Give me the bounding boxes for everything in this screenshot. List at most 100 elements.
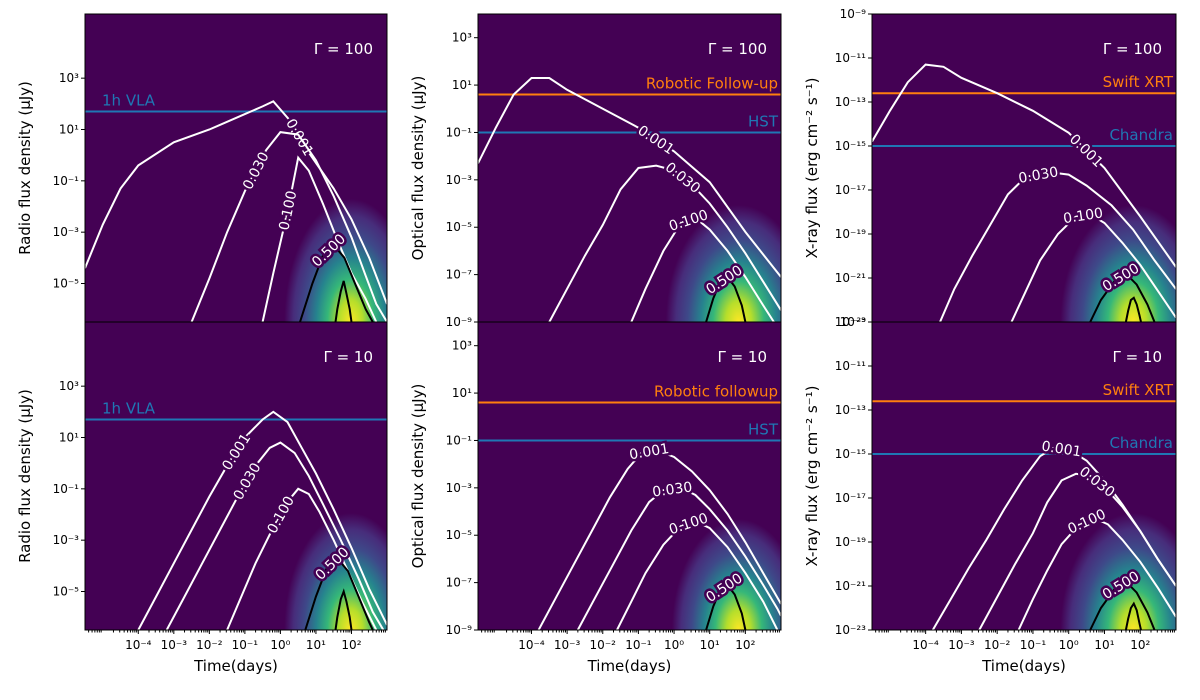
- limit-label-1: HST: [748, 420, 779, 438]
- contour-line-3: [1089, 580, 1156, 630]
- x-tick-label-2: 10⁻²: [590, 638, 617, 652]
- x-axis-label: Time(days): [193, 657, 278, 675]
- x-tick-label-4: 10⁰: [270, 638, 290, 652]
- y-tick-label-7: 10⁻⁹: [840, 315, 867, 329]
- contour-line-0: [478, 77, 781, 278]
- y-tick-label-0: 10⁻⁵: [53, 585, 80, 599]
- x-tick-label-3: 10⁻¹: [1020, 638, 1047, 652]
- y-tick-label-1: 10⁻²¹: [835, 579, 866, 593]
- y-tick-label-3: 10¹: [59, 123, 79, 137]
- x-tick-label-0: 10⁻⁴: [912, 638, 939, 652]
- x-tick-label-2: 10⁻²: [984, 638, 1011, 652]
- heatmap-intensity: [85, 322, 387, 630]
- heatmap-intensity: [872, 14, 1176, 322]
- contour-line-0: [137, 410, 387, 630]
- x-tick-label-6: 10²: [1130, 638, 1150, 652]
- y-tick-label-0: 10⁻⁵: [53, 277, 80, 291]
- x-tick-label-1: 10⁻³: [161, 638, 188, 652]
- axes-frame: [477, 321, 782, 631]
- y-tick-label-3: 10¹: [59, 431, 79, 445]
- y-tick-label-2: 10⁻¹⁹: [835, 535, 866, 549]
- y-axis-label: X-ray flux (erg cm⁻² s⁻¹): [803, 78, 821, 259]
- y-tick-label-0: 10⁻²³: [835, 623, 866, 637]
- contour-line-0: [872, 63, 1176, 268]
- limit-label-0: Robotic Follow-up: [646, 75, 778, 93]
- contour-line-2: [1017, 516, 1176, 630]
- heatmap-intensity: [478, 14, 781, 322]
- y-tick-label-1: 10⁻²¹: [835, 271, 866, 285]
- gamma-annotation: Γ = 10: [1112, 348, 1162, 366]
- contour-line-3: [705, 275, 747, 322]
- y-axis-label: Optical flux density (μJy): [409, 384, 427, 569]
- limit-label-1: Chandra: [1109, 434, 1173, 452]
- x-tick-label-5: 10¹: [1094, 638, 1114, 652]
- y-tick-label-2: 10⁻⁵: [446, 220, 473, 234]
- gamma-annotation: Γ = 10: [717, 348, 767, 366]
- contour-line-2: [1010, 213, 1176, 322]
- heatmap-intensity: [872, 322, 1176, 630]
- x-tick-label-5: 10¹: [700, 638, 720, 652]
- contour-line-2: [261, 155, 378, 322]
- y-tick-label-1: 10⁻³: [53, 225, 80, 239]
- y-tick-label-6: 10³: [452, 31, 472, 45]
- gamma-annotation: Γ = 10: [323, 348, 373, 366]
- y-axis-label: Optical flux density (μJy): [409, 76, 427, 261]
- y-tick-label-5: 10¹: [452, 386, 472, 400]
- contour-line-1: [576, 486, 781, 630]
- x-tick-label-0: 10⁻⁴: [125, 638, 152, 652]
- x-axis-label: Time(days): [587, 657, 672, 675]
- contour-line-1: [939, 171, 1176, 322]
- y-tick-label-5: 10¹: [452, 78, 472, 92]
- contour-line-4: [334, 280, 353, 322]
- y-tick-label-0: 10⁻⁹: [446, 623, 473, 637]
- y-tick-label-4: 10³: [59, 71, 79, 85]
- y-tick-label-4: 10⁻¹⁵: [835, 139, 866, 153]
- y-tick-label-1: 10⁻⁷: [446, 576, 473, 590]
- contour-line-3: [1089, 272, 1156, 322]
- y-tick-label-4: 10⁻¹: [446, 433, 473, 447]
- y-tick-label-6: 10⁻¹¹: [835, 359, 866, 373]
- limit-label-0: Swift XRT: [1103, 381, 1174, 399]
- y-tick-label-1: 10⁻³: [53, 533, 80, 547]
- gamma-annotation: Γ = 100: [314, 40, 373, 58]
- contour-line-3: [705, 583, 747, 630]
- contour-line-1: [548, 164, 781, 322]
- x-tick-label-3: 10⁻¹: [625, 638, 652, 652]
- limit-label-0: 1h VLA: [102, 92, 156, 110]
- contour-line-4: [1124, 296, 1142, 322]
- y-tick-label-0: 10⁻²³: [835, 315, 866, 329]
- x-tick-label-4: 10⁰: [664, 638, 684, 652]
- axes-frame: [84, 321, 388, 631]
- y-axis-label: Radio flux density (μJy): [16, 389, 34, 563]
- limit-label-0: Swift XRT: [1103, 73, 1174, 91]
- contour-line-1: [190, 131, 387, 322]
- y-tick-label-4: 10³: [59, 379, 79, 393]
- heatmap-intensity: [478, 322, 781, 630]
- y-axis-label: X-ray flux (erg cm⁻² s⁻¹): [803, 386, 821, 567]
- y-tick-label-1: 10⁻⁷: [446, 268, 473, 282]
- contour-line-0: [537, 448, 781, 630]
- y-tick-label-5: 10⁻¹³: [835, 403, 866, 417]
- contour-line-3: [304, 556, 374, 630]
- limit-label-1: HST: [748, 112, 779, 130]
- contour-line-2: [616, 519, 779, 630]
- y-tick-label-5: 10⁻¹³: [835, 95, 866, 109]
- panel-optical-gamma-100: Robotic Follow-upHST0.0010.0300.1000.500…: [409, 13, 782, 367]
- panel-optical-gamma-10: Robotic followupHST0.0010.0300.1000.500Γ…: [409, 321, 782, 675]
- axes-frame: [871, 321, 1177, 631]
- y-axis-label: Radio flux density (μJy): [16, 81, 34, 255]
- heatmap-intensity: [85, 14, 387, 322]
- contour-line-1: [165, 441, 385, 630]
- y-tick-label-4: 10⁻¹⁵: [835, 447, 866, 461]
- x-tick-label-2: 10⁻²: [196, 638, 223, 652]
- contour-line-4: [1124, 601, 1142, 630]
- x-tick-label-5: 10¹: [306, 638, 326, 652]
- limit-label-0: 1h VLA: [102, 400, 156, 418]
- x-axis-label: Time(days): [981, 657, 1066, 675]
- x-tick-label-3: 10⁻¹: [232, 638, 259, 652]
- y-tick-label-3: 10⁻¹⁷: [835, 183, 866, 197]
- x-tick-label-0: 10⁻⁴: [518, 638, 545, 652]
